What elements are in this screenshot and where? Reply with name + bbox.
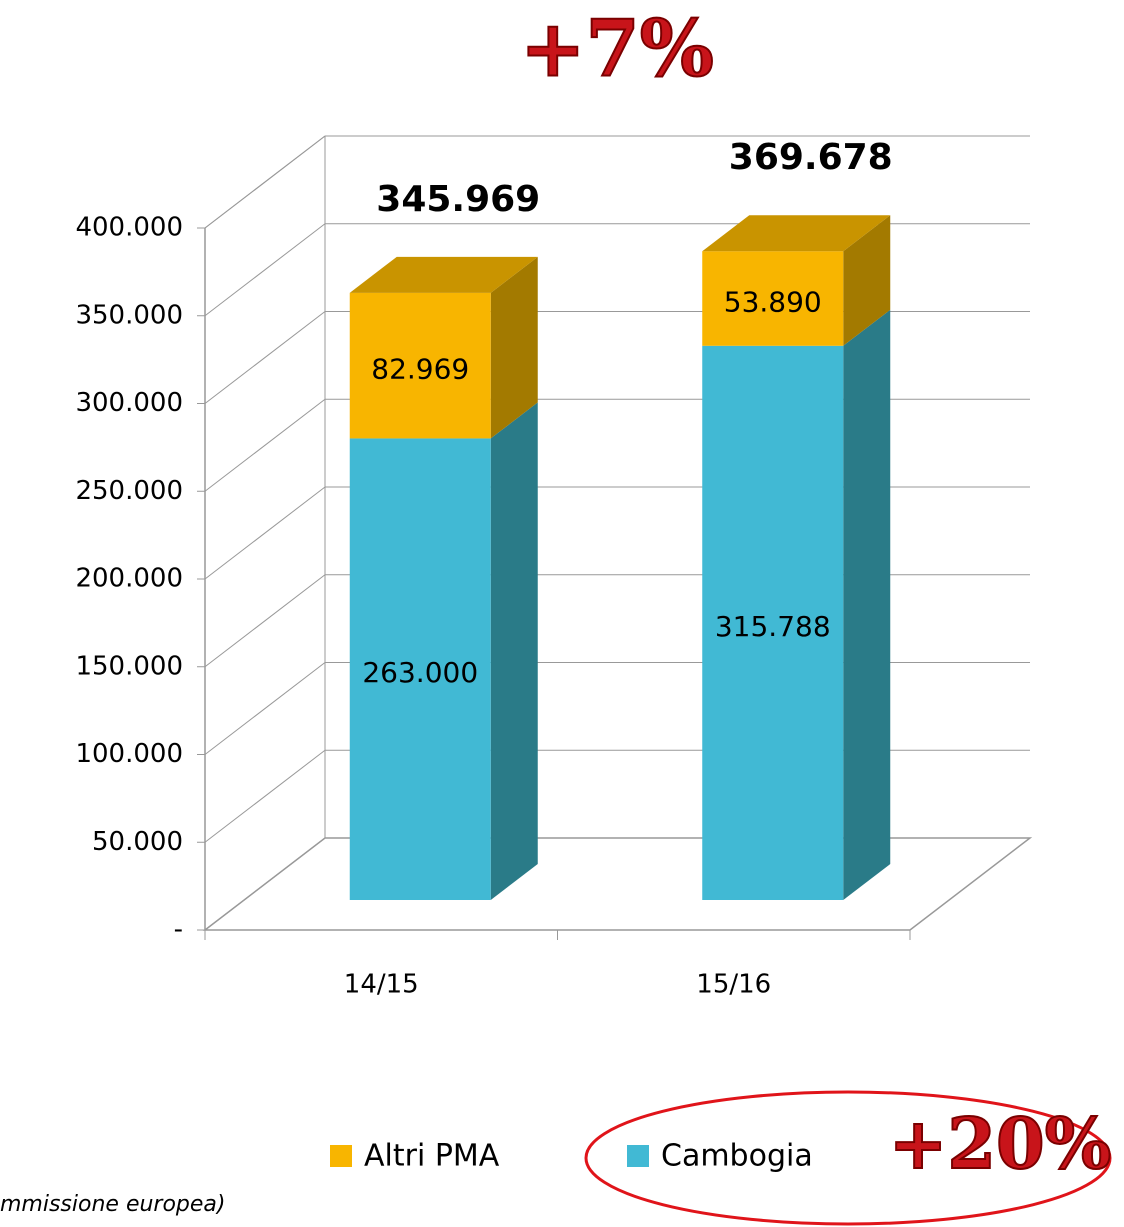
bar-side (843, 309, 891, 900)
bar (702, 345, 844, 900)
value-label: 263.000 (362, 656, 478, 689)
y-tick-label: 150.000 (75, 651, 183, 681)
grid-line (204, 135, 326, 229)
bar-top (349, 256, 538, 293)
total-label: 345.969 (376, 179, 540, 220)
grid-line (204, 486, 326, 580)
highlight-ellipse (584, 1090, 1112, 1226)
grid-line (204, 223, 326, 317)
y-tick-label: 200.000 (75, 564, 183, 594)
value-label: 315.788 (715, 610, 831, 643)
bar (349, 292, 491, 439)
source-note: mmissione europea) (0, 1192, 226, 1217)
bar (702, 251, 844, 346)
floor (202, 837, 1033, 931)
y-tick-label: 250.000 (75, 476, 183, 506)
x-tick-label: 15/16 (696, 970, 771, 1000)
value-label: 82.969 (371, 353, 469, 386)
bar (349, 438, 491, 900)
y-tick-label: 300.000 (75, 388, 183, 418)
legend-swatch (627, 1145, 649, 1167)
y-tick-label: 50.000 (92, 827, 183, 857)
legend-label: Cambogia (661, 1139, 813, 1174)
legend-swatch (330, 1145, 352, 1167)
y-tick-label: - (174, 915, 183, 945)
value-label: 53.890 (724, 286, 822, 319)
grid-line (204, 662, 326, 755)
grid-line (204, 311, 326, 404)
bar-top (702, 215, 891, 252)
grid-line (204, 398, 326, 492)
bar-side (843, 215, 891, 346)
legend-label: Altri PMA (364, 1139, 500, 1174)
total-label: 369.678 (729, 137, 893, 178)
grid-line (204, 837, 326, 931)
annotation: +20% (889, 1102, 1112, 1185)
bar-side (490, 402, 538, 900)
grid-line (204, 574, 326, 668)
bar-side (490, 256, 538, 439)
x-tick-label: 14/15 (344, 970, 419, 1000)
y-tick-label: 400.000 (75, 213, 183, 243)
y-tick-label: 350.000 (75, 300, 183, 330)
y-tick-label: 100.000 (75, 739, 183, 769)
annotation: +7% (520, 4, 714, 95)
grid-line (204, 749, 326, 843)
